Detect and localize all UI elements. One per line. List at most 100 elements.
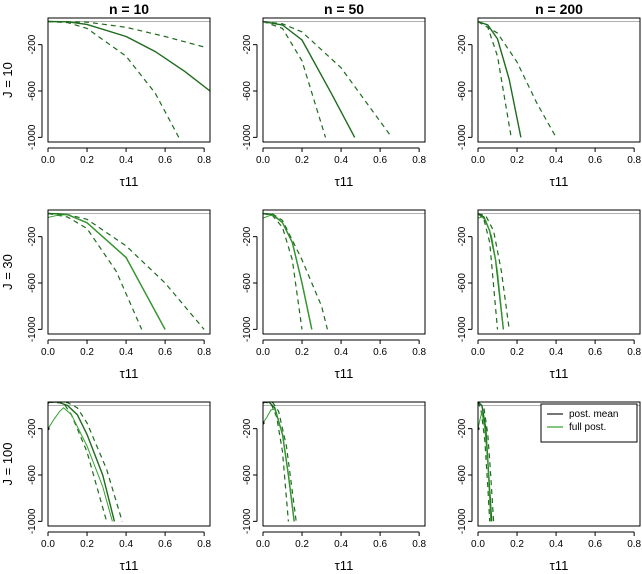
panel: 0.0 0.2 0.4 0.6 0.8 τ11 -200 -600 -1000 bbox=[242, 209, 427, 381]
x-tick-label: 0.8 bbox=[627, 155, 641, 166]
series-line-upper-bound bbox=[263, 402, 297, 522]
x-tick-label: 0.6 bbox=[588, 539, 602, 550]
series-line-mean bbox=[263, 212, 313, 330]
y-tick-label: -200 bbox=[27, 418, 38, 438]
y-tick-label: -600 bbox=[27, 81, 38, 101]
series-line-upper-bound bbox=[478, 20, 557, 138]
x-tick-label: 0.6 bbox=[373, 155, 387, 166]
x-tick-label: 0.2 bbox=[295, 539, 309, 550]
x-tick-label: 0.4 bbox=[119, 347, 133, 358]
x-tick-label: 0.4 bbox=[119, 539, 133, 550]
x-tick-label: 0.2 bbox=[295, 347, 309, 358]
x-tick-label: 0.8 bbox=[412, 155, 426, 166]
series-line-lower-bound bbox=[478, 402, 491, 522]
panel-frame bbox=[477, 401, 641, 527]
panel-frame bbox=[47, 209, 211, 335]
x-axis-label: τ11 bbox=[120, 174, 139, 189]
y-tick-label: -200 bbox=[457, 34, 468, 54]
x-tick-label: 0.4 bbox=[549, 155, 563, 166]
x-tick-label: 0.8 bbox=[197, 539, 211, 550]
y-tick-label: -600 bbox=[27, 273, 38, 293]
column-title: n = 50 bbox=[324, 1, 364, 17]
y-tick-label: -1000 bbox=[242, 508, 253, 534]
x-tick-label: 0.8 bbox=[627, 347, 641, 358]
y-tick-label: -600 bbox=[27, 465, 38, 485]
series-line-full-post bbox=[263, 408, 295, 522]
series-line-mean bbox=[48, 212, 166, 330]
series-line-mean bbox=[48, 20, 210, 92]
series-line-lower-bound bbox=[263, 20, 327, 138]
x-tick-label: 0.2 bbox=[295, 155, 309, 166]
x-tick-label: 0.0 bbox=[256, 539, 270, 550]
column-title: n = 10 bbox=[109, 1, 149, 17]
x-axis-label: τ11 bbox=[550, 366, 569, 381]
x-tick-label: 0.8 bbox=[412, 347, 426, 358]
series-line-full-post bbox=[48, 407, 113, 522]
series-line-full-post bbox=[478, 216, 504, 330]
x-tick-label: 0.8 bbox=[627, 539, 641, 550]
series-line-upper-bound bbox=[263, 20, 393, 138]
series-line-lower-bound bbox=[478, 213, 499, 330]
panel: 0.0 0.2 0.4 0.6 0.8 τ11 -200 -600 -1000 bbox=[457, 17, 642, 189]
y-tick-label: -600 bbox=[242, 81, 253, 101]
series-line-upper-bound bbox=[48, 402, 123, 522]
y-tick-label: -600 bbox=[457, 465, 468, 485]
y-tick-label: -600 bbox=[457, 273, 468, 293]
series-line-lower-bound bbox=[48, 20, 180, 138]
x-tick-label: 0.2 bbox=[80, 155, 94, 166]
y-tick-label: -1000 bbox=[242, 316, 253, 342]
y-tick-label: -600 bbox=[457, 81, 468, 101]
y-tick-label: -600 bbox=[242, 465, 253, 485]
column-title: n = 200 bbox=[535, 1, 583, 17]
panel-frame bbox=[477, 17, 641, 143]
panel-frame bbox=[477, 209, 641, 335]
series-line-mean bbox=[263, 20, 356, 138]
x-tick-label: 0.0 bbox=[471, 347, 485, 358]
y-tick-label: -200 bbox=[457, 418, 468, 438]
panel-frame bbox=[262, 401, 426, 527]
series-line-mean bbox=[263, 402, 295, 522]
x-tick-label: 0.8 bbox=[197, 155, 211, 166]
y-tick-label: -1000 bbox=[457, 124, 468, 150]
row-title: J = 100 bbox=[0, 442, 15, 485]
x-tick-label: 0.2 bbox=[80, 539, 94, 550]
x-tick-label: 0.0 bbox=[471, 539, 485, 550]
series-line-lower-bound bbox=[263, 402, 289, 522]
panel-frame bbox=[47, 17, 211, 143]
series-line-full-post bbox=[478, 412, 492, 522]
panel: 0.0 0.2 0.4 0.6 0.8 τ11 -200 -600 -1000 bbox=[457, 209, 642, 381]
x-tick-label: 0.6 bbox=[158, 347, 172, 358]
x-axis-label: τ11 bbox=[335, 174, 354, 189]
y-tick-label: -1000 bbox=[27, 508, 38, 534]
x-tick-label: 0.4 bbox=[549, 347, 563, 358]
panel-frame bbox=[262, 209, 426, 335]
series-line-mean bbox=[478, 20, 522, 138]
y-tick-label: -200 bbox=[242, 418, 253, 438]
series-line-mean bbox=[478, 212, 505, 330]
x-tick-label: 0.8 bbox=[412, 539, 426, 550]
x-axis-label: τ11 bbox=[550, 174, 569, 189]
series-line-full-post bbox=[48, 214, 166, 330]
series-line-upper-bound bbox=[263, 212, 328, 330]
y-tick-label: -200 bbox=[242, 34, 253, 54]
series-line-lower-bound bbox=[48, 212, 143, 330]
x-tick-label: 0.2 bbox=[510, 347, 524, 358]
x-tick-label: 0.4 bbox=[549, 539, 563, 550]
x-tick-label: 0.6 bbox=[588, 347, 602, 358]
panel: 0.0 0.2 0.4 0.6 0.8 τ11 -200 -600 -1000 bbox=[27, 401, 212, 573]
panel: 0.0 0.2 0.4 0.6 0.8 τ11 -200 -600 -1000 bbox=[27, 209, 212, 381]
x-tick-label: 0.0 bbox=[256, 347, 270, 358]
x-tick-label: 0.0 bbox=[41, 347, 55, 358]
x-axis-label: τ11 bbox=[335, 558, 354, 573]
x-axis-label: τ11 bbox=[550, 558, 569, 573]
series-line-upper-bound bbox=[478, 212, 510, 330]
x-tick-label: 0.6 bbox=[588, 155, 602, 166]
y-tick-label: -600 bbox=[242, 273, 253, 293]
legend-box bbox=[540, 403, 638, 443]
x-tick-label: 0.2 bbox=[510, 155, 524, 166]
series-line-lower-bound bbox=[263, 212, 303, 330]
x-tick-label: 0.6 bbox=[158, 155, 172, 166]
panel: 0.0 0.2 0.4 0.6 0.8 τ11 -200 -600 -1000 bbox=[27, 17, 212, 189]
y-tick-label: -200 bbox=[457, 226, 468, 246]
